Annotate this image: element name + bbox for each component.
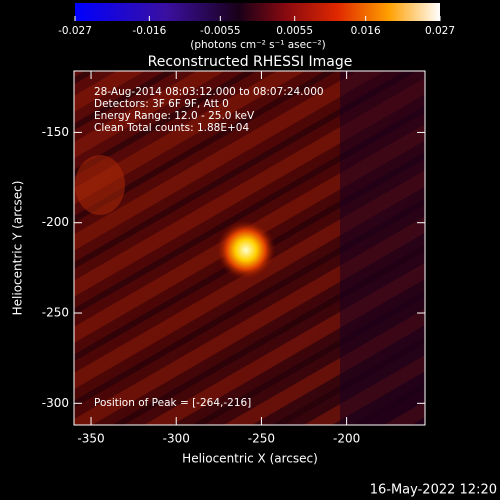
colorbar-tick-label: 0.027 — [425, 25, 455, 37]
colorbar-tick-label: -0.027 — [58, 25, 92, 37]
annotation: Detectors: 3F 6F 9F, Att 0 — [94, 98, 229, 110]
annotation: Energy Range: 12.0 - 25.0 keV — [94, 110, 255, 122]
chart-title: Reconstructed RHESSI Image — [148, 54, 353, 70]
image — [74, 71, 425, 425]
x-tick-label: -300 — [163, 432, 190, 446]
colorbar — [75, 3, 440, 21]
annotation: Clean Total counts: 1.88E+04 — [94, 122, 249, 134]
plot-frame — [73, 70, 426, 426]
x-axis-label: Heliocentric X (arcsec) — [182, 452, 318, 466]
x-tick-label: -200 — [333, 432, 360, 446]
annotation: 28-Aug-2014 08:03:12.000 to 08:07:24.000 — [94, 86, 324, 98]
peak-label: Position of Peak = [-264,-216] — [94, 397, 251, 409]
y-tick-label: -250 — [42, 306, 69, 320]
y-tick-label: -150 — [42, 125, 69, 139]
colorbar-tick-label: -0.0055 — [200, 25, 241, 37]
y-tick-label: -300 — [42, 396, 69, 410]
x-tick-label: -250 — [248, 432, 275, 446]
colorbar-label: (photons cm⁻² s⁻¹ asec⁻²) — [190, 39, 325, 51]
colorbar-tick-label: 0.0055 — [276, 25, 313, 37]
y-axis-label: Heliocentric Y (arcsec) — [11, 181, 25, 316]
x-tick-label: -350 — [77, 432, 104, 446]
footer-date: 16-May-2022 12:20 — [370, 483, 497, 498]
colorbar-tick-label: -0.016 — [132, 25, 166, 37]
y-tick-label: -200 — [42, 215, 69, 229]
colorbar-tick-label: 0.016 — [351, 25, 381, 37]
